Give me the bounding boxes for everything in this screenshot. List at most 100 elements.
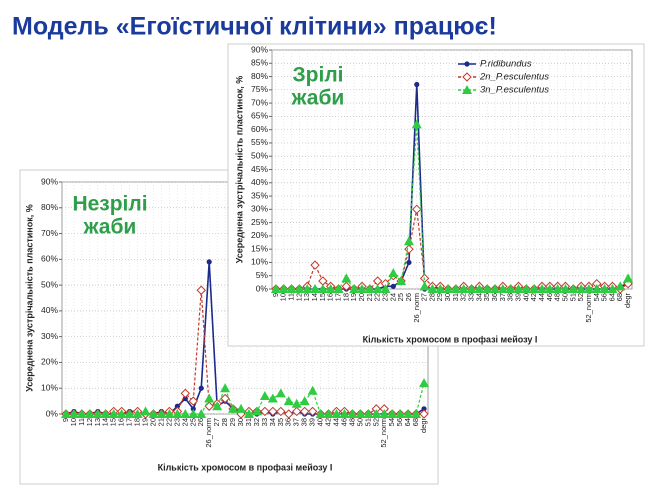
x-tick-label: 22 — [373, 293, 382, 301]
legend-label: 2n_P.esculentus — [479, 72, 549, 83]
marker — [286, 284, 297, 293]
marker — [380, 284, 391, 293]
marker — [291, 398, 302, 408]
y-tick-label: 0% — [256, 283, 269, 293]
y-tick-label: 10% — [41, 382, 58, 392]
marker — [341, 281, 352, 292]
y-tick-label: 45% — [251, 164, 268, 174]
x-tick-label: 26 — [404, 293, 413, 301]
x-tick-label: 23 — [380, 293, 389, 301]
y-tick-label: 50% — [251, 150, 268, 160]
marker — [276, 406, 286, 417]
y-tick-label: 5% — [256, 270, 269, 280]
x-tick-label: 54 — [592, 293, 601, 301]
marker — [100, 409, 111, 418]
x-tick-label: 31 — [451, 293, 460, 301]
x-tick-label: 32 — [459, 293, 468, 301]
x-tick-label: 14 — [310, 293, 319, 301]
marker — [339, 409, 350, 418]
marker — [403, 409, 414, 418]
marker — [623, 273, 634, 283]
marker — [331, 409, 342, 418]
marker — [325, 284, 336, 293]
marker — [92, 409, 103, 418]
marker — [591, 284, 602, 293]
y-tick-label: 20% — [251, 230, 268, 240]
x-tick-label: 11 — [77, 418, 86, 426]
y-tick-label: 25% — [251, 217, 268, 227]
series-line — [275, 124, 629, 290]
x-tick-label: 18 — [133, 418, 142, 426]
marker — [462, 85, 472, 94]
marker — [299, 396, 310, 406]
x-tick-label: 51 — [568, 293, 577, 301]
x-tick-label: 52_norm — [584, 293, 593, 323]
marker — [404, 244, 414, 254]
x-tick-label: 19 — [141, 418, 150, 426]
marker — [576, 284, 587, 293]
marker — [76, 409, 87, 418]
marker — [464, 61, 470, 67]
x-tick-label: 54 — [387, 418, 396, 426]
marker — [206, 259, 212, 265]
marker — [148, 409, 159, 418]
marker — [294, 284, 305, 293]
x-tick-label: 35 — [482, 293, 491, 301]
marker — [156, 409, 167, 418]
y-tick-label: 30% — [41, 331, 58, 341]
x-tick-label: 20 — [357, 293, 366, 301]
y-axis-label: Усереднена зустрічальність пластинок, % — [24, 204, 34, 392]
marker — [560, 284, 571, 293]
x-tick-label: 36 — [284, 418, 293, 426]
annotation: жаби — [83, 216, 137, 239]
marker — [188, 409, 199, 418]
marker — [84, 409, 95, 418]
y-tick-label: 70% — [251, 97, 268, 107]
marker — [406, 259, 412, 266]
x-tick-label: 27 — [420, 293, 429, 301]
y-tick-label: 30% — [251, 204, 268, 214]
marker — [403, 236, 414, 246]
marker — [317, 284, 328, 293]
marker — [552, 284, 563, 293]
marker — [355, 409, 366, 418]
marker — [116, 409, 127, 418]
x-tick-label: 15 — [318, 293, 327, 301]
x-tick-label: 46 — [339, 418, 348, 426]
x-tick-label: 34 — [268, 418, 277, 426]
x-tick-label: 27 — [212, 418, 221, 426]
x-tick-label: 68 — [411, 418, 420, 426]
marker — [220, 393, 230, 404]
x-tick-label: 48 — [553, 293, 562, 301]
x-tick-label: 56 — [600, 293, 609, 301]
x-tick-label: 37 — [498, 293, 507, 301]
marker — [180, 409, 191, 418]
x-tick-label: 21 — [156, 418, 165, 426]
marker — [310, 260, 320, 270]
marker — [270, 284, 281, 293]
x-tick-label: 42 — [529, 293, 538, 301]
series-line — [65, 382, 425, 415]
x-tick-label: 52_norm — [379, 418, 388, 448]
marker — [302, 284, 313, 293]
y-tick-label: 55% — [251, 137, 268, 147]
x-tick-label: 16 — [117, 418, 126, 426]
marker — [196, 285, 206, 295]
x-tick-label: 30 — [443, 293, 452, 301]
marker — [364, 284, 375, 293]
x-tick-label: 20 — [148, 418, 157, 426]
marker — [419, 378, 430, 388]
x-tick-label: 40 — [521, 293, 530, 301]
x-tick-label: 13 — [302, 293, 311, 301]
marker — [371, 409, 382, 418]
marker — [260, 406, 270, 417]
x-tick-label: 44 — [537, 293, 546, 301]
marker — [341, 273, 352, 283]
x-tick-label: 18 — [341, 293, 350, 301]
marker — [164, 409, 175, 418]
x-tick-label: 39 — [514, 293, 523, 301]
marker — [490, 284, 501, 293]
marker — [388, 268, 399, 278]
marker — [204, 393, 215, 403]
x-tick-label: 13 — [93, 418, 102, 426]
